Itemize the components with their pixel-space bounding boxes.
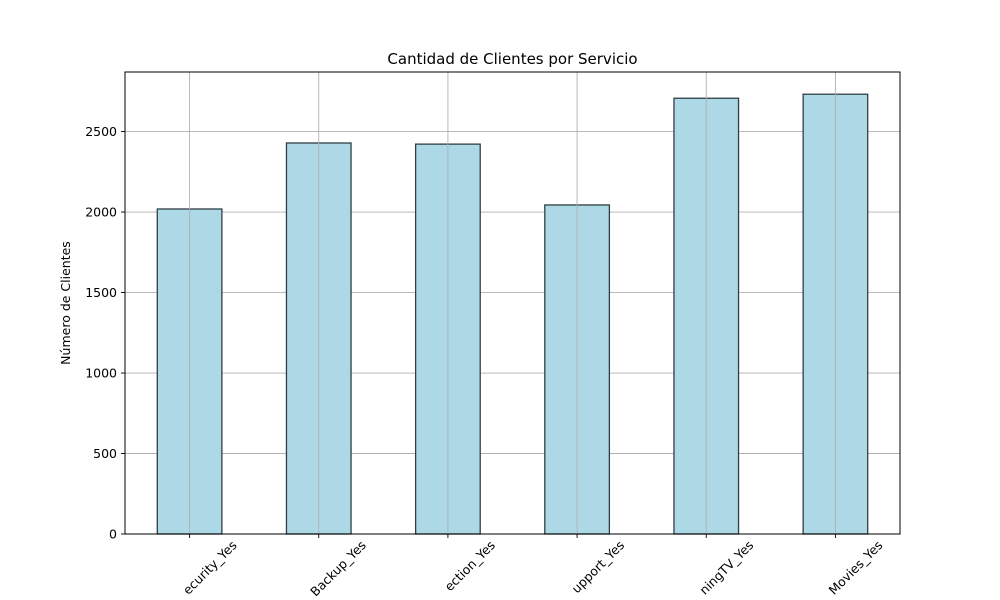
- x-tick-label-OnlineSecurity_Yes: ecurity_Yes: [180, 538, 240, 598]
- y-tick-label-0: 0: [109, 527, 117, 542]
- y-tick-label-1000: 1000: [85, 366, 117, 381]
- x-tick-label-StreamingTV_Yes: ningTV_Yes: [696, 538, 756, 598]
- plot-area: 0 500 1000 1500 2000 2500 ecurity_Yes Backup_Ye…: [85, 71, 901, 600]
- y-axis-label: Número de Clientes: [58, 241, 73, 365]
- y-tick-label-2500: 2500: [85, 124, 117, 139]
- y-tick-label-2000: 2000: [85, 205, 117, 220]
- x-tick-label-TechSupport_Yes: upport_Yes: [569, 538, 628, 597]
- y-tick-label-500: 500: [93, 446, 117, 461]
- axes-frame: [124, 71, 901, 535]
- x-tick-label-OnlineBackup_Yes: Backup_Yes: [307, 538, 369, 600]
- y-tick-label-1500: 1500: [85, 285, 117, 300]
- chart-title: Cantidad de Clientes por Servicio: [387, 50, 637, 68]
- x-tick-label-StreamingMovies_Yes: Movies_Yes: [825, 538, 885, 598]
- x-tick-label-DeviceProtection_Yes: ection_Yes: [442, 538, 499, 595]
